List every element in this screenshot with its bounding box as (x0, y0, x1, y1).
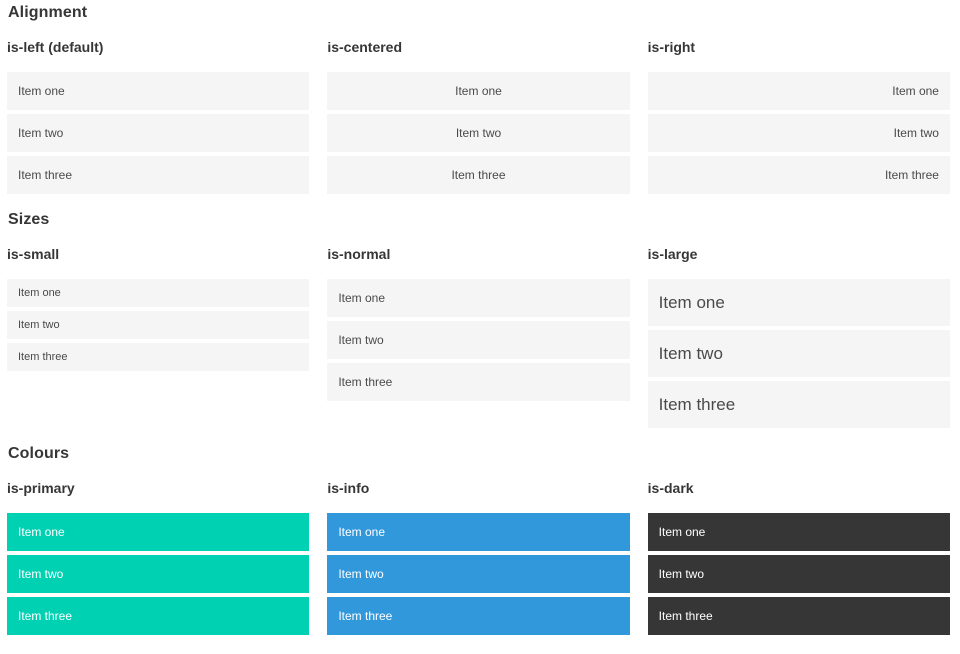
column-is-primary: is-primary Item one Item two Item three (7, 480, 310, 635)
list-item[interactable]: Item three (647, 381, 950, 428)
alignment-columns: is-left (default) Item one Item two Item… (7, 40, 950, 194)
list-item[interactable]: Item three (327, 597, 630, 635)
list-size-large: Item one Item two Item three (647, 279, 950, 428)
list-item[interactable]: Item three (647, 597, 950, 635)
list-item[interactable]: Item two (327, 321, 630, 359)
list-item[interactable]: Item one (327, 72, 630, 110)
column-is-centered: is-centered Item one Item two Item three (327, 39, 630, 194)
column-subtitle: is-left (default) (7, 39, 104, 55)
column-subtitle: is-right (647, 39, 696, 55)
list-item[interactable]: Item three (7, 597, 310, 635)
section-title: Alignment (8, 4, 88, 21)
list-item[interactable]: Item one (7, 279, 310, 307)
section-title: Sizes (8, 211, 50, 228)
column-is-info: is-info Item one Item two Item three (327, 480, 630, 635)
list-item[interactable]: Item two (647, 114, 950, 152)
list-color-dark: Item one Item two Item three (647, 513, 950, 635)
column-subtitle: is-dark (647, 480, 694, 496)
list-item[interactable]: Item three (7, 156, 310, 194)
list-item[interactable]: Item one (7, 72, 310, 110)
list-item[interactable]: Item one (647, 72, 950, 110)
column-subtitle: is-large (647, 246, 698, 262)
list-item[interactable]: Item one (327, 513, 630, 551)
list-item[interactable]: Item one (327, 279, 630, 317)
list-color-primary: Item one Item two Item three (7, 513, 310, 635)
column-is-normal: is-normal Item one Item two Item three (327, 246, 630, 401)
colours-columns: is-primary Item one Item two Item three … (7, 481, 950, 635)
column-subtitle: is-info (327, 480, 370, 496)
list-item[interactable]: Item three (647, 156, 950, 194)
section-colours: Colours is-primary Item one Item two Ite… (7, 444, 950, 635)
column-subtitle: is-primary (7, 480, 75, 496)
column-subtitle: is-small (7, 246, 60, 262)
column-is-left: is-left (default) Item one Item two Item… (7, 39, 310, 194)
list-item[interactable]: Item three (327, 156, 630, 194)
column-is-right: is-right Item one Item two Item three (647, 39, 950, 194)
section-title: Colours (8, 445, 70, 462)
list-item[interactable]: Item two (647, 330, 950, 377)
list-item[interactable]: Item one (7, 513, 310, 551)
list-item[interactable]: Item one (647, 279, 950, 326)
column-is-dark: is-dark Item one Item two Item three (647, 480, 950, 635)
list-item[interactable]: Item three (7, 343, 310, 371)
list-item[interactable]: Item two (327, 555, 630, 593)
list-item[interactable]: Item two (7, 311, 310, 339)
list-item[interactable]: Item two (7, 114, 310, 152)
list-align-left: Item one Item two Item three (7, 72, 310, 194)
list-item[interactable]: Item one (647, 513, 950, 551)
list-size-normal: Item one Item two Item three (327, 279, 630, 401)
list-align-center: Item one Item two Item three (327, 72, 630, 194)
list-color-info: Item one Item two Item three (327, 513, 630, 635)
column-is-small: is-small Item one Item two Item three (7, 246, 310, 371)
list-size-small: Item one Item two Item three (7, 279, 310, 371)
list-item[interactable]: Item two (327, 114, 630, 152)
sizes-columns: is-small Item one Item two Item three is… (7, 247, 950, 428)
column-is-large: is-large Item one Item two Item three (647, 246, 950, 428)
section-sizes: Sizes is-small Item one Item two Item th… (7, 210, 950, 428)
list-item[interactable]: Item two (647, 555, 950, 593)
column-subtitle: is-centered (327, 39, 403, 55)
list-align-right: Item one Item two Item three (647, 72, 950, 194)
column-subtitle: is-normal (327, 246, 391, 262)
list-item[interactable]: Item two (7, 555, 310, 593)
section-alignment: Alignment is-left (default) Item one Ite… (7, 3, 950, 194)
list-item[interactable]: Item three (327, 363, 630, 401)
